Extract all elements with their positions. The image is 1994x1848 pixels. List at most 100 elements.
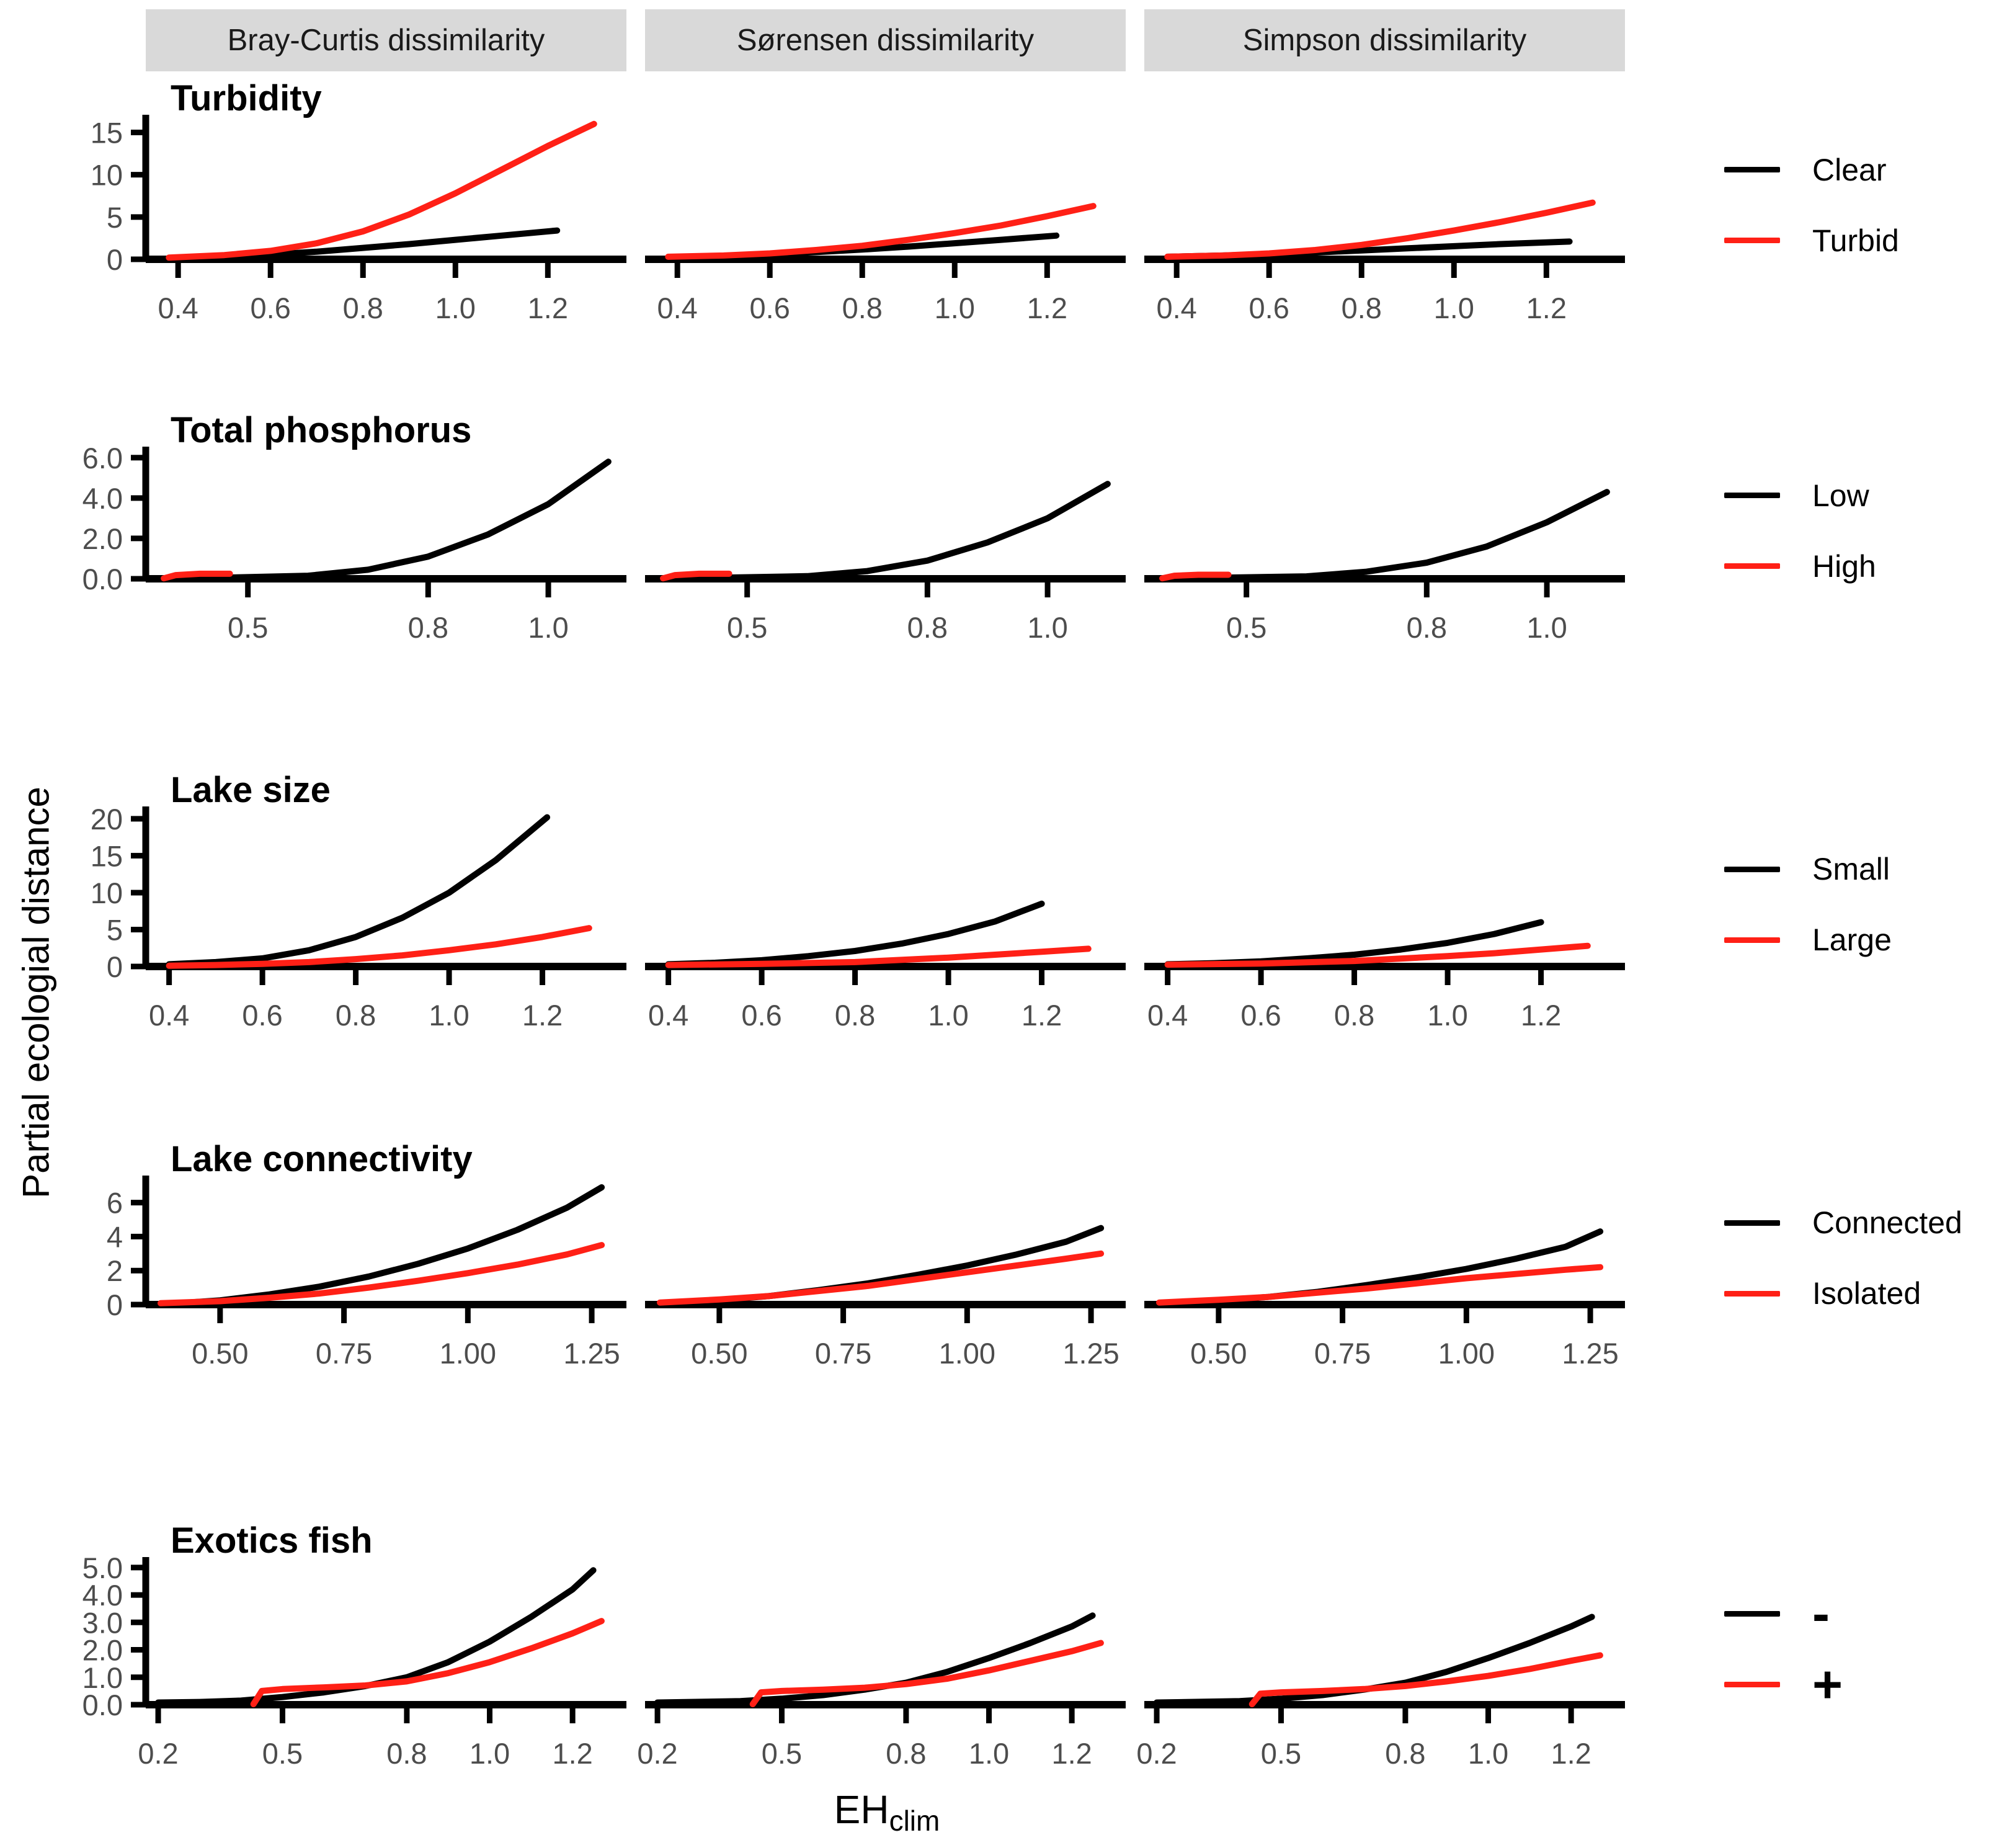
y-tick-label-exotics-fish: 1.0 <box>82 1661 123 1694</box>
x-tick-label-lake-connectivity-panel0: 1.25 <box>563 1337 620 1370</box>
x-tick-label-lake-size-panel0: 0.8 <box>336 999 376 1032</box>
y-tick-label-turbidity: 15 <box>91 116 123 149</box>
legend-line-icon <box>1724 493 1780 498</box>
x-tick-label-lake-connectivity-panel1: 1.00 <box>939 1337 995 1370</box>
x-tick-label-turbidity-panel2: 1.0 <box>1434 292 1474 324</box>
x-tick-label-lake-connectivity-panel2: 0.75 <box>1314 1337 1371 1370</box>
legend-entry-turbidity-0: Clear <box>1724 135 1899 205</box>
x-tick-label-turbidity-panel2: 0.8 <box>1342 292 1382 324</box>
x-tick-label-exotics-fish-panel2: 0.5 <box>1261 1737 1301 1770</box>
x-tick-label-turbidity-panel1: 0.8 <box>842 292 883 324</box>
series-line-total-phosphorus-panel1-black <box>714 481 1111 581</box>
legend-label: Turbid <box>1812 223 1899 258</box>
series-line-lake-size-panel2-red <box>1164 942 1591 968</box>
y-tick-label-lake-size: 10 <box>91 877 123 909</box>
y-tick-label-total-phosphorus: 4.0 <box>82 482 123 515</box>
series-line-total-phosphorus-panel1-red <box>660 570 732 582</box>
legend-entry-exotics-fish-0: - <box>1724 1578 1843 1649</box>
legend-entry-total-phosphorus-1: High <box>1724 531 1876 602</box>
y-tick-label-exotics-fish: 2.0 <box>82 1634 123 1667</box>
x-tick-label-lake-connectivity-panel0: 0.75 <box>316 1337 372 1370</box>
x-axis-label: EHclim <box>834 1787 940 1837</box>
x-tick-label-turbidity-panel0: 0.6 <box>251 292 291 324</box>
x-tick-label-exotics-fish-panel2: 1.0 <box>1468 1737 1508 1770</box>
legend-line-icon <box>1724 1681 1780 1687</box>
x-tick-label-turbidity-panel2: 0.4 <box>1156 292 1196 324</box>
column-header-bray-curtis: Bray-Curtis dissimilarity <box>146 9 626 71</box>
legend-turbidity: Clear Turbid <box>1724 135 1899 276</box>
x-tick-label-total-phosphorus-panel1: 1.0 <box>1027 611 1067 644</box>
x-tick-label-lake-size-panel1: 0.8 <box>835 999 875 1032</box>
x-tick-label-exotics-fish-panel2: 0.2 <box>1136 1737 1177 1770</box>
row-title-total-phosphorus: Total phosphorus <box>171 410 472 450</box>
series-line-lake-size-panel1-red <box>665 945 1092 968</box>
x-tick-label-exotics-fish-panel1: 1.2 <box>1051 1737 1092 1770</box>
y-tick-label-exotics-fish: 3.0 <box>82 1606 123 1639</box>
legend-entry-exotics-fish-1: + <box>1724 1649 1843 1720</box>
x-tick-label-turbidity-panel0: 1.0 <box>435 292 476 324</box>
series-line-turbidity-panel0-red <box>166 120 597 261</box>
y-tick-label-total-phosphorus: 2.0 <box>82 522 123 555</box>
series-line-lake-connectivity-panel1-red <box>657 1250 1105 1306</box>
legend-label: Clear <box>1812 152 1887 187</box>
legend-entry-lake-size-1: Large <box>1724 904 1892 975</box>
x-tick-label-exotics-fish-panel0: 1.2 <box>552 1737 592 1770</box>
x-tick-label-total-phosphorus-panel1: 0.5 <box>727 611 767 644</box>
legend-entry-lake-connectivity-0: Connected <box>1724 1187 1962 1258</box>
x-axis-label-main: EH <box>834 1787 889 1832</box>
series-line-turbidity-panel1-red <box>665 203 1097 260</box>
x-tick-label-exotics-fish-panel1: 1.0 <box>969 1737 1009 1770</box>
column-header-simpson: Simpson dissimilarity <box>1144 9 1625 71</box>
legend-entry-lake-size-0: Small <box>1724 834 1892 904</box>
x-tick-label-total-phosphorus-panel0: 1.0 <box>528 611 568 644</box>
y-axis-label: Partial ecologial distance <box>15 787 57 1199</box>
column-header-sorensen: Sørensen dissimilarity <box>645 9 1126 71</box>
x-tick-label-exotics-fish-panel0: 0.2 <box>138 1737 178 1770</box>
legend-line-icon <box>1724 167 1780 172</box>
x-tick-label-lake-size-panel0: 1.0 <box>429 999 469 1032</box>
row-title-lake-size: Lake size <box>171 770 331 810</box>
x-tick-label-lake-size-panel2: 1.2 <box>1521 999 1561 1032</box>
x-tick-label-exotics-fish-panel2: 0.8 <box>1385 1737 1425 1770</box>
series-line-total-phosphorus-panel2-black <box>1213 489 1610 581</box>
x-tick-label-total-phosphorus-panel2: 0.8 <box>1407 611 1447 644</box>
y-tick-label-total-phosphorus: 0.0 <box>82 563 123 596</box>
x-tick-label-lake-size-panel0: 0.6 <box>242 999 282 1032</box>
x-tick-label-total-phosphorus-panel0: 0.5 <box>228 611 268 644</box>
series-line-exotics-fish-panel1-red <box>749 1640 1104 1708</box>
y-tick-label-lake-size: 5 <box>107 913 123 946</box>
x-tick-label-total-phosphorus-panel0: 0.8 <box>408 611 448 644</box>
series-line-turbidity-panel2-red <box>1164 199 1596 260</box>
x-tick-label-lake-connectivity-panel1: 0.75 <box>815 1337 871 1370</box>
row-chart-exotics-fish: 0.01.02.03.04.05.00.2 0.5 0.8 1.0 1.2 0.2 0.5 0… <box>82 1551 1625 1770</box>
x-tick-label-lake-size-panel2: 0.4 <box>1147 999 1188 1032</box>
x-tick-label-exotics-fish-panel1: 0.5 <box>762 1737 802 1770</box>
y-tick-label-exotics-fish: 0.0 <box>82 1689 123 1721</box>
x-tick-label-lake-size-panel0: 0.4 <box>149 999 189 1032</box>
legend-label: High <box>1812 548 1876 584</box>
x-tick-label-turbidity-panel2: 0.6 <box>1249 292 1289 324</box>
x-tick-label-lake-size-panel1: 1.0 <box>928 999 968 1032</box>
x-tick-label-lake-connectivity-panel1: 1.25 <box>1062 1337 1119 1370</box>
series-line-lake-size-panel0-red <box>166 925 592 969</box>
x-tick-label-lake-size-panel2: 0.8 <box>1334 999 1374 1032</box>
legend-lake-connectivity: Connected Isolated <box>1724 1187 1962 1329</box>
y-tick-label-lake-connectivity: 0 <box>107 1288 123 1321</box>
legend-lake-size: Small Large <box>1724 834 1892 975</box>
x-tick-label-turbidity-panel1: 1.2 <box>1027 292 1067 324</box>
legend-total-phosphorus: Low High <box>1724 460 1876 602</box>
legend-line-icon <box>1724 866 1780 872</box>
y-tick-label-total-phosphorus: 6.0 <box>82 442 123 475</box>
y-tick-label-turbidity: 0 <box>107 243 123 276</box>
x-tick-label-lake-connectivity-panel1: 0.50 <box>691 1337 747 1370</box>
row-title-turbidity: Turbidity <box>171 78 322 118</box>
series-line-lake-connectivity-panel2-black <box>1165 1228 1604 1306</box>
x-tick-label-lake-connectivity-panel0: 1.00 <box>440 1337 496 1370</box>
legend-line-icon <box>1724 1290 1780 1297</box>
y-tick-label-lake-size: 20 <box>91 803 123 836</box>
row-chart-total-phosphorus: 0.0 2.0 4.0 6.0 0.5 0.8 1.0 0.5 0.8 1.0 0.5 0.8 1.0 <box>82 442 1625 644</box>
series-line-exotics-fish-panel0-red <box>250 1618 605 1708</box>
x-tick-label-lake-size-panel1: 0.4 <box>648 999 688 1032</box>
x-tick-label-exotics-fish-panel0: 1.0 <box>470 1737 510 1770</box>
